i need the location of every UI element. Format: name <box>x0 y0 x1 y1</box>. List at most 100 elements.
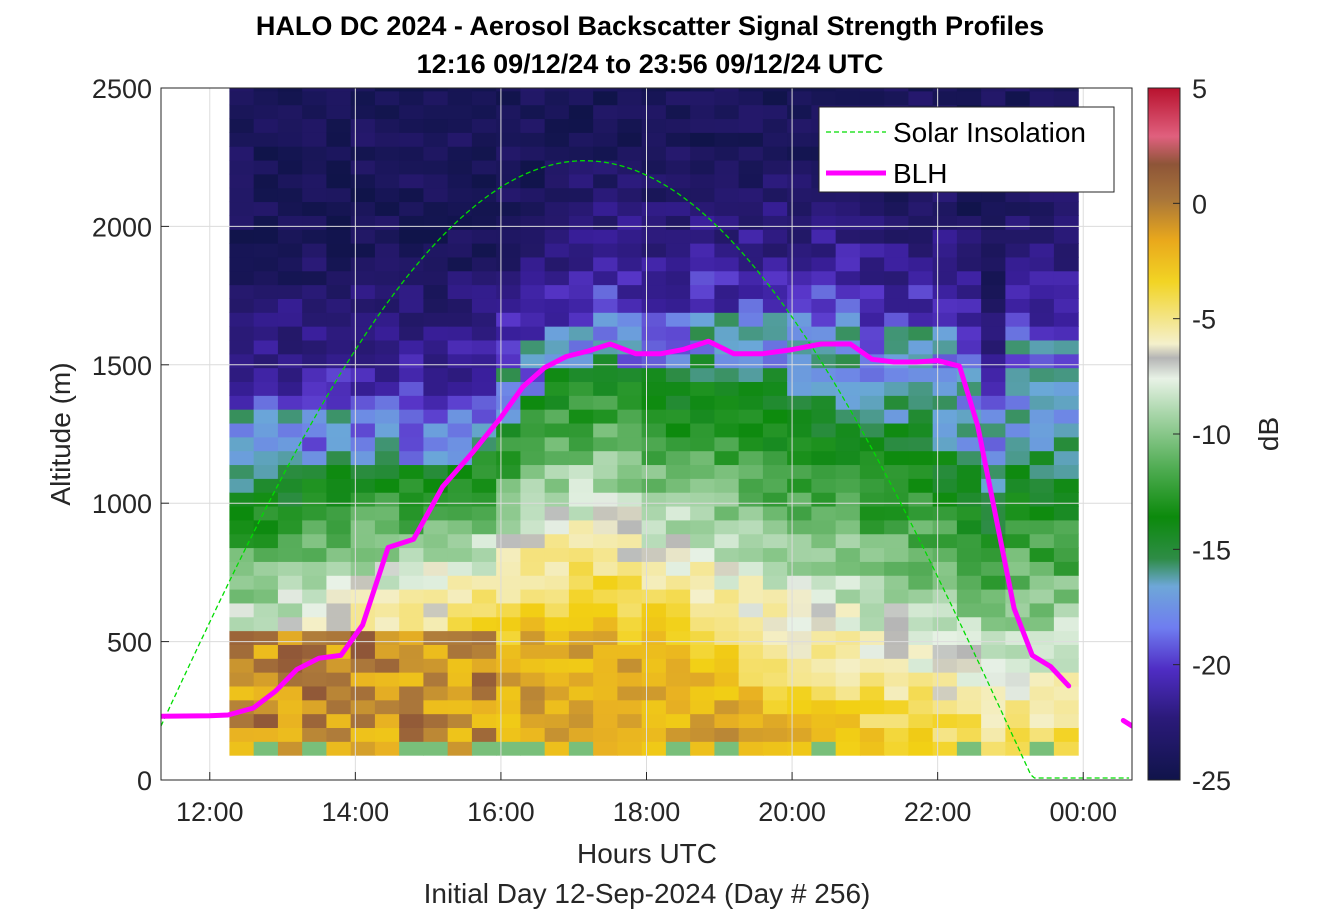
heatmap-cell <box>568 118 594 133</box>
heatmap-cell <box>932 478 958 493</box>
heatmap-cell <box>447 146 473 161</box>
heatmap-cell <box>641 173 667 189</box>
heatmap-cell <box>423 547 449 562</box>
heatmap-cell <box>302 381 328 396</box>
heatmap-cell <box>762 685 788 701</box>
heatmap-cell <box>956 312 982 327</box>
heatmap-cell <box>544 464 570 479</box>
heatmap-cell <box>568 644 594 659</box>
heatmap-cell <box>641 229 667 244</box>
heatmap-cell <box>253 672 279 687</box>
heatmap-cell <box>738 256 764 272</box>
heatmap-cell <box>956 519 982 535</box>
heatmap-cell <box>447 492 473 507</box>
heatmap-cell <box>544 713 570 729</box>
heatmap-cell <box>811 367 837 383</box>
heatmap-cell <box>787 353 812 369</box>
x-tick-label: 20:00 <box>758 797 826 827</box>
heatmap-cell <box>229 478 255 493</box>
heatmap-cell <box>496 547 522 562</box>
heatmap-cell <box>447 88 473 92</box>
heatmap-cell <box>253 381 279 396</box>
heatmap-cell <box>908 422 934 438</box>
heatmap-cell <box>932 326 958 341</box>
heatmap-cell <box>350 367 376 383</box>
heatmap-cell <box>593 533 619 549</box>
heatmap-cell <box>350 243 376 258</box>
heatmap-cell <box>690 519 716 535</box>
heatmap-cell <box>568 672 594 687</box>
heatmap-cell <box>714 616 740 632</box>
heatmap-cell <box>544 104 570 120</box>
heatmap-cell <box>714 658 740 673</box>
heatmap-cell <box>690 436 716 452</box>
heatmap-cell <box>1029 381 1055 396</box>
heatmap-cell <box>326 339 352 355</box>
heatmap-cell <box>811 298 837 313</box>
heatmap-cell <box>787 492 812 507</box>
heatmap-cell <box>981 422 1006 438</box>
heatmap-cell <box>981 713 1006 729</box>
heatmap-cell <box>811 727 837 742</box>
heatmap-cell <box>277 436 303 452</box>
heatmap-cell <box>714 741 740 756</box>
heatmap-cell <box>253 90 279 106</box>
heatmap-cell <box>496 353 522 369</box>
heatmap-cell <box>956 229 982 244</box>
heatmap-cell <box>981 298 1006 313</box>
heatmap-cell <box>787 104 812 120</box>
heatmap-cell <box>229 464 255 479</box>
heatmap-cell <box>399 229 425 244</box>
heatmap-cell <box>787 270 812 286</box>
heatmap-cell <box>690 741 716 756</box>
heatmap-cell <box>1029 492 1055 507</box>
heatmap-cell <box>1053 90 1079 106</box>
heatmap-cell <box>229 630 255 645</box>
heatmap-cell <box>1029 589 1055 604</box>
heatmap-cell <box>447 713 473 729</box>
heatmap-cell <box>593 492 619 507</box>
heatmap-cell <box>593 104 619 120</box>
heatmap-cell <box>568 547 594 562</box>
heatmap-cell <box>350 256 376 272</box>
heatmap-cell <box>326 229 352 244</box>
heatmap-cell <box>496 478 522 493</box>
heatmap-cell <box>738 312 764 327</box>
heatmap-cell <box>471 326 497 341</box>
heatmap-cell <box>932 699 958 715</box>
heatmap-cell <box>496 326 522 341</box>
heatmap-cell <box>423 229 449 244</box>
heatmap-cell <box>811 90 837 106</box>
heatmap-cell <box>520 353 546 369</box>
heatmap-cell <box>326 256 352 272</box>
heatmap-cell <box>520 326 546 341</box>
heatmap-cell <box>471 312 497 327</box>
heatmap-cell <box>399 201 425 216</box>
heatmap-cell <box>1029 90 1055 106</box>
heatmap-cell <box>326 478 352 493</box>
heatmap-cell <box>981 215 1006 230</box>
heatmap-cell <box>1005 436 1031 452</box>
heatmap-cell <box>884 229 909 244</box>
heatmap-cell <box>932 229 958 244</box>
heatmap-cell <box>956 215 982 230</box>
heatmap-cell <box>1029 367 1055 383</box>
heatmap-cell <box>253 464 279 479</box>
heatmap-cell <box>447 727 473 742</box>
heatmap-cell <box>277 90 303 106</box>
heatmap-cell <box>544 229 570 244</box>
heatmap-cell <box>568 616 594 632</box>
heatmap-cell <box>884 339 909 355</box>
heatmap-cell <box>665 326 691 341</box>
heatmap-cell <box>496 699 522 715</box>
heatmap-cell <box>253 644 279 659</box>
heatmap-cell <box>956 505 982 521</box>
heatmap-cell <box>471 367 497 383</box>
heatmap-cell <box>762 243 788 258</box>
heatmap-cell <box>447 672 473 687</box>
heatmap-cell <box>738 201 764 216</box>
heatmap-cell <box>738 533 764 549</box>
heatmap-cell <box>520 561 546 576</box>
heatmap-cell <box>641 533 667 549</box>
